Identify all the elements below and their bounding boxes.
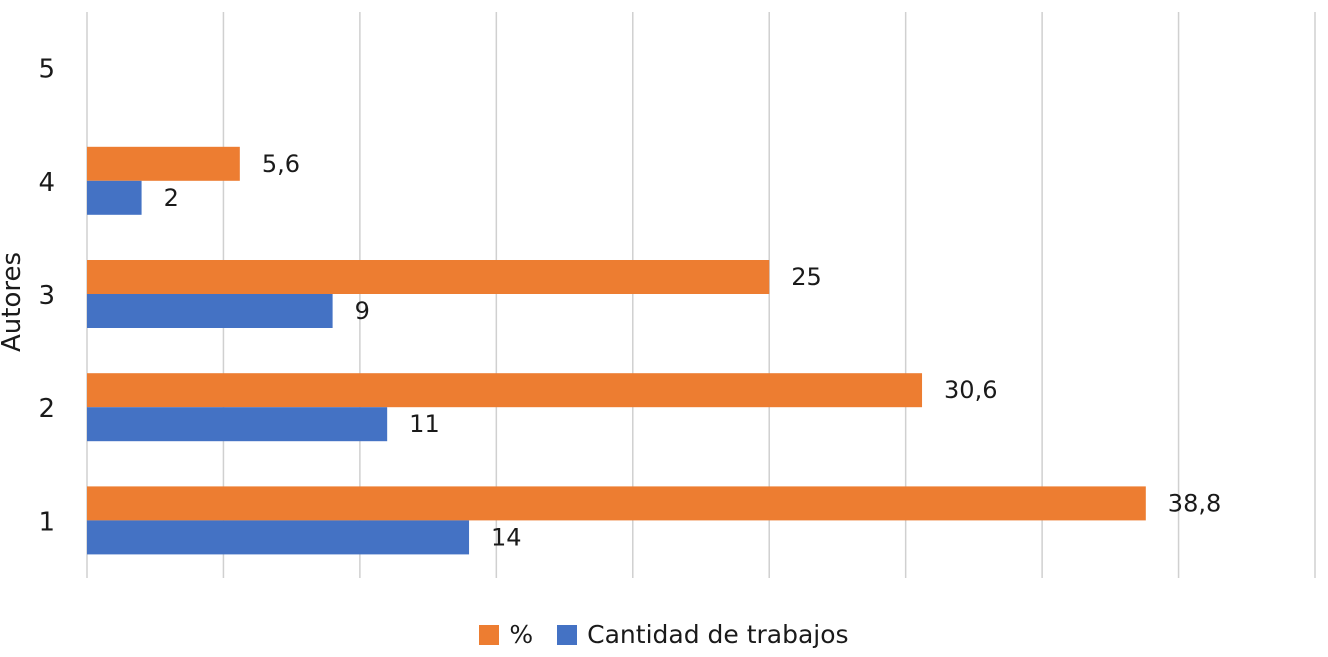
data-label: 30,6 — [944, 376, 997, 404]
tick-label: 4 — [38, 168, 55, 198]
bar-percent — [87, 146, 240, 181]
legend-item-percent: % — [479, 620, 533, 649]
data-label: 11 — [409, 410, 440, 438]
data-label: 38,8 — [1168, 489, 1221, 517]
bars — [87, 146, 1146, 555]
gridlines — [86, 12, 1316, 578]
data-labels: 38,8 14 30,6 11 25 9 5,6 2 — [164, 150, 1222, 552]
legend-label-percent: % — [509, 620, 534, 649]
legend-label-cantidad: Cantidad de trabajos — [587, 620, 849, 649]
legend-swatch-cantidad — [557, 624, 578, 645]
bar-cantidad — [87, 407, 388, 442]
bar-percent — [87, 373, 923, 408]
bar-cantidad — [87, 180, 142, 215]
bar-percent — [87, 260, 770, 294]
data-label: 5,6 — [262, 150, 300, 178]
tick-label: 2 — [38, 394, 55, 424]
legend: % Cantidad de trabajos — [0, 620, 1328, 651]
data-label: 2 — [164, 184, 179, 212]
tick-label: 3 — [38, 281, 55, 311]
tick-label: 5 — [38, 55, 55, 85]
legend-swatch-percent — [479, 624, 500, 645]
bar-cantidad — [87, 520, 470, 555]
legend-item-cantidad: Cantidad de trabajos — [557, 620, 849, 649]
data-label: 14 — [491, 523, 522, 551]
tick-label: 1 — [38, 507, 55, 537]
bar-percent — [87, 486, 1146, 521]
data-label: 25 — [791, 263, 822, 291]
category-tick-labels: 1 2 3 4 5 — [38, 55, 55, 538]
bar-cantidad — [87, 294, 333, 328]
data-label: 9 — [355, 297, 370, 325]
y-axis-label: Autores — [0, 252, 27, 352]
